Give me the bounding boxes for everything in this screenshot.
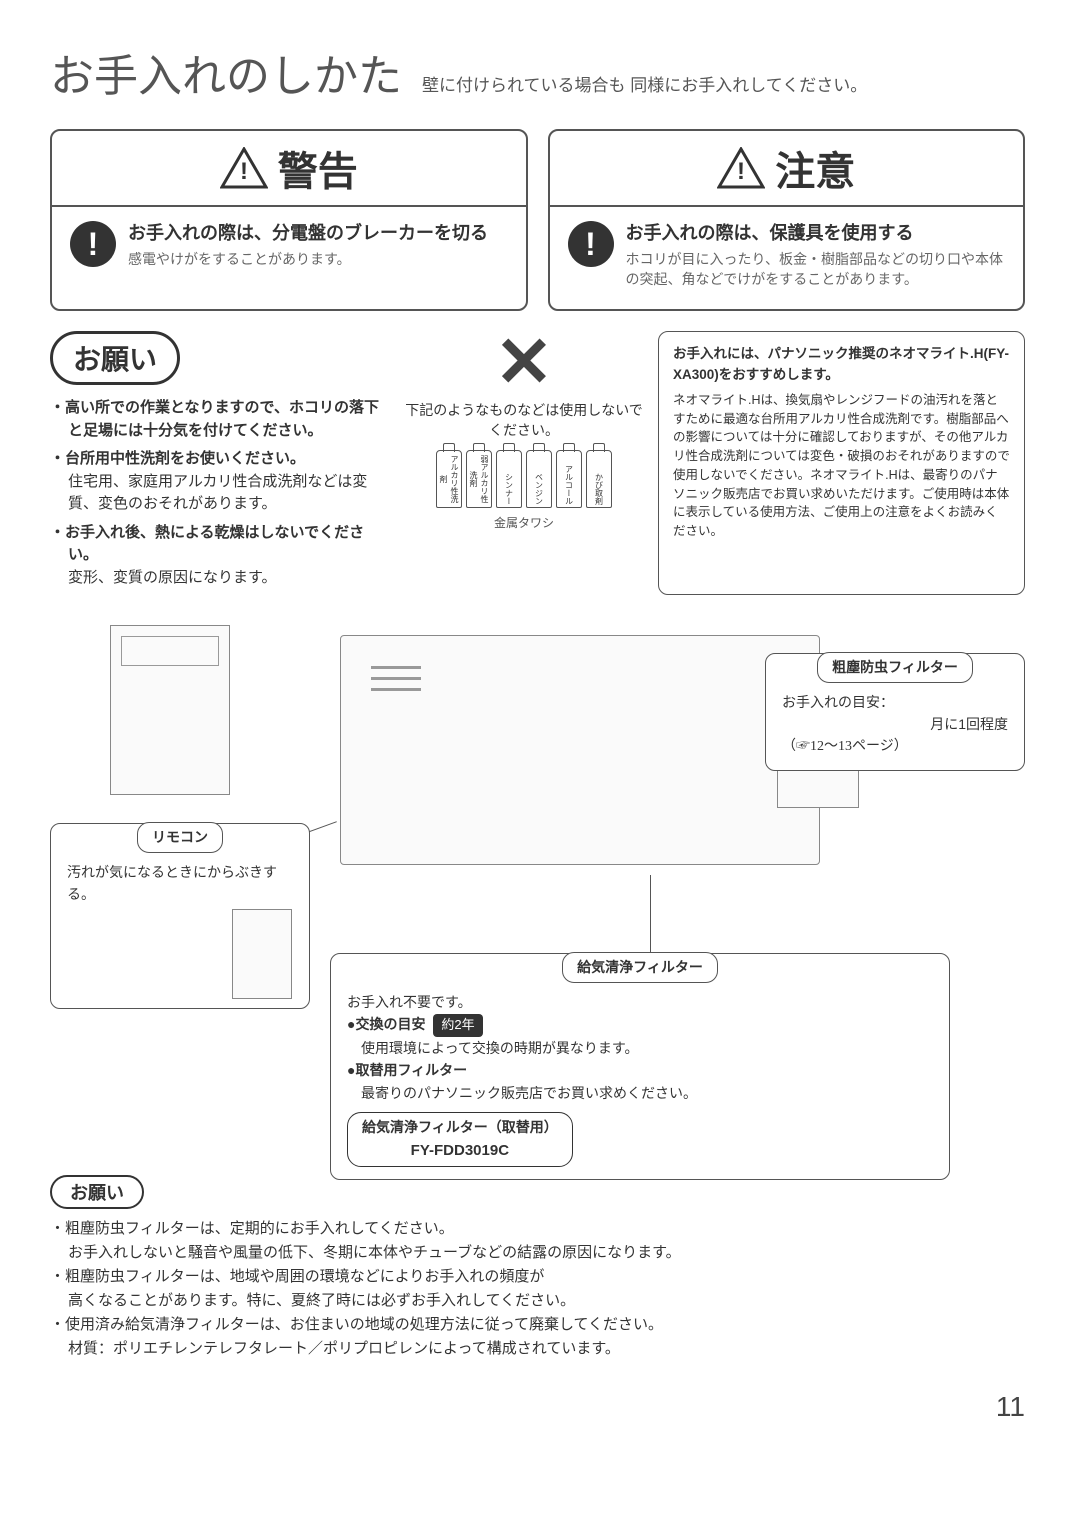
caution-detail: ホコリが目に入ったり、板金・樹脂部品などの切り口や本体の突起、角などでけがをする… xyxy=(626,250,1006,289)
supply-line3: 使用環境によって交換の時期が異なります。 xyxy=(347,1037,933,1059)
caution-heading: お手入れの際は、保護具を使用する xyxy=(626,221,1006,246)
supply-exchange-label: ●交換の目安 xyxy=(347,1016,425,1032)
remote-small-illustration xyxy=(232,909,292,999)
bottom-line: 高くなることがあります。特に、夏終了時には必ずお手入れしてください。 xyxy=(50,1289,1025,1313)
remote-label: リモコン xyxy=(137,822,223,852)
supply-line5: 最寄りのパナソニック販売店でお買い求めください。 xyxy=(347,1082,933,1104)
svg-text:!: ! xyxy=(737,158,745,185)
request-item-note: 住宅用、家庭用アルカリ性合成洗剤などは変質、変色のおそれがあります。 xyxy=(68,471,390,516)
request-item-bold: ・台所用中性洗剤をお使いください。 xyxy=(50,450,305,467)
dont-use-column: ✕ 下記のようなものなどは使用しないでください。 アルカリ性洗剤 弱アルカリ性洗… xyxy=(404,331,644,595)
warning-caution-row: ! 警告 ! お手入れの際は、分電盤のブレーカーを切る 感電やけがをすることがあ… xyxy=(50,129,1025,311)
caution-triangle-icon: ! xyxy=(717,147,765,189)
bottle-label: シンナー xyxy=(504,471,515,507)
dust-filter-callout: 粗塵防虫フィルター お手入れの目安： 月に1回程度 （☞12～13ページ） xyxy=(765,655,1025,771)
mid-row: お願い ・高い所での作業となりますので、ホコリの落下と足場には十分気を付けてくだ… xyxy=(50,331,1025,595)
request-item-note: 変形、変質の原因になります。 xyxy=(68,567,390,590)
bottom-line: ・粗塵防虫フィルターは、地域や周囲の環境などによりお手入れの頻度が xyxy=(50,1265,1025,1289)
supply-replace-model: FY-FDD3019C xyxy=(362,1139,558,1163)
dust-filter-line2: 月に1回程度 xyxy=(782,713,1008,735)
mandatory-icon: ! xyxy=(70,221,116,267)
supply-exchange-pill: 約2年 xyxy=(433,1014,482,1037)
sub-title: 壁に付けられている場合も 同様にお手入れしてください。 xyxy=(422,74,867,98)
dust-filter-page-ref: （☞12～13ページ） xyxy=(782,736,1008,758)
caution-box: ! 注意 ! お手入れの際は、保護具を使用する ホコリが目に入ったり、板金・樹脂… xyxy=(548,129,1026,311)
request-label: お願い xyxy=(50,331,180,385)
request-column: お願い ・高い所での作業となりますので、ホコリの落下と足場には十分気を付けてくだ… xyxy=(50,331,390,595)
diagram-area: リモコン 汚れが気になるときにからぶきする。 粗塵防虫フィルター お手入れの目安… xyxy=(50,615,1025,1155)
remote-callout: リモコン 汚れが気になるときにからぶきする。 xyxy=(50,825,310,1008)
bottle-label: かび取剤 xyxy=(594,471,605,507)
page-number: 11 xyxy=(50,1391,1025,1423)
recommend-heading: お手入れには、パナソニック推奨のネオマライト.H(FY-XA300)をおすすめし… xyxy=(673,344,1010,385)
warning-detail: 感電やけがをすることがあります。 xyxy=(128,250,488,270)
dust-filter-line1: お手入れの目安： xyxy=(782,691,1008,713)
dont-use-text: 下記のようなものなどは使用しないでください。 xyxy=(404,400,644,440)
scrubber-label: 金属タワシ xyxy=(404,514,644,531)
recommend-box: お手入れには、パナソニック推奨のネオマライト.H(FY-XA300)をおすすめし… xyxy=(658,331,1025,595)
bottom-line: ・使用済み給気清浄フィルターは、お住まいの地域の処理方法に従って廃棄してください… xyxy=(50,1313,1025,1337)
request-list: ・高い所での作業となりますので、ホコリの落下と足場には十分気を付けてください。 … xyxy=(50,397,390,589)
bottom-line: お手入れしないと騒音や風量の低下、冬期に本体やチューブなどの結露の原因になります… xyxy=(50,1241,1025,1265)
warning-label: 警告 xyxy=(278,139,358,197)
supply-line1: お手入れ不要です。 xyxy=(347,991,933,1013)
caution-label: 注意 xyxy=(775,139,855,197)
supply-replace-label: ●取替用フィルター xyxy=(347,1062,467,1078)
remote-text: 汚れが気になるときにからぶきする。 xyxy=(67,861,293,906)
bottle-label: ベンジン xyxy=(534,471,545,507)
warning-header: ! 警告 xyxy=(52,131,526,207)
warning-box: ! 警告 ! お手入れの際は、分電盤のブレーカーを切る 感電やけがをすることがあ… xyxy=(50,129,528,311)
dust-filter-label: 粗塵防虫フィルター xyxy=(817,652,973,682)
request-item-bold: ・高い所での作業となりますので、ホコリの落下と足場には十分気を付けてください。 xyxy=(50,399,379,439)
main-title: お手入れのしかた xyxy=(50,40,402,104)
bottom-request-list: ・粗塵防虫フィルターは、定期的にお手入れしてください。 お手入れしないと騒音や風… xyxy=(50,1217,1025,1361)
supply-replace-name: 給気清浄フィルター（取替用） xyxy=(362,1116,558,1138)
bottle-label: アルカリ性洗剤 xyxy=(438,451,460,507)
mandatory-icon: ! xyxy=(568,221,614,267)
bottle-label: 弱アルカリ性洗剤 xyxy=(468,451,490,507)
bottom-line: ・粗塵防虫フィルターは、定期的にお手入れしてください。 xyxy=(50,1217,1025,1241)
remote-illustration xyxy=(110,625,230,795)
bottle-label: アルコール xyxy=(564,463,575,507)
bottom-line: 材質：ポリエチレンテレフタレート／ポリプロピレンによって構成されています。 xyxy=(50,1337,1025,1361)
caution-header: ! 注意 xyxy=(550,131,1024,207)
prohibition-x-icon: ✕ xyxy=(404,331,644,394)
supply-filter-callout: 給気清浄フィルター お手入れ不要です。 ●交換の目安 約2年 使用環境によって交… xyxy=(330,955,950,1179)
recommend-body: ネオマライト.Hは、換気扇やレンジフードの油汚れを落とすために最適な台所用アルカ… xyxy=(673,391,1010,541)
supply-filter-label: 給気清浄フィルター xyxy=(562,952,718,982)
bottle-illustrations: アルカリ性洗剤 弱アルカリ性洗剤 シンナー ベンジン アルコール かび取剤 xyxy=(404,450,644,508)
bottom-request-label: お願い xyxy=(50,1175,144,1209)
bottom-request: お願い ・粗塵防虫フィルターは、定期的にお手入れしてください。 お手入れしないと… xyxy=(50,1175,1025,1361)
warning-heading: お手入れの際は、分電盤のブレーカーを切る xyxy=(128,221,488,246)
main-unit-illustration xyxy=(340,635,820,865)
warning-triangle-icon: ! xyxy=(220,147,268,189)
svg-text:!: ! xyxy=(240,158,248,185)
page-header: お手入れのしかた 壁に付けられている場合も 同様にお手入れしてください。 xyxy=(50,40,1025,104)
request-item-bold: ・お手入れ後、熱による乾燥はしないでください。 xyxy=(50,524,364,564)
